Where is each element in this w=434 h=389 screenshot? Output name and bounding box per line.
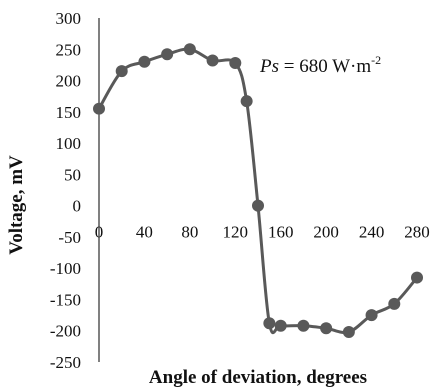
x-tick-label: 160 xyxy=(268,223,294,242)
annotation-text: = 680 W·m xyxy=(279,56,371,77)
data-point xyxy=(388,297,401,310)
y-tick-label: 300 xyxy=(56,9,82,28)
data-point xyxy=(115,65,128,78)
data-point xyxy=(206,54,219,67)
data-point xyxy=(252,199,264,212)
series-line xyxy=(97,47,419,335)
x-tick-label: 280 xyxy=(404,223,430,242)
x-tick-label: 120 xyxy=(223,223,249,242)
data-point xyxy=(297,319,310,332)
y-tick-label: 100 xyxy=(56,134,82,153)
data-point xyxy=(229,57,242,70)
data-point xyxy=(240,95,253,108)
y-tick-label: -200 xyxy=(50,322,81,341)
data-point xyxy=(411,271,423,284)
data-point xyxy=(263,317,276,330)
y-tick-label: 250 xyxy=(56,40,82,59)
y-tick-label: -100 xyxy=(50,259,81,278)
y-tick-label: 50 xyxy=(64,165,81,184)
data-point xyxy=(93,102,105,115)
x-tick-label: 40 xyxy=(136,223,153,242)
annotation: Ps = 680 W·m-2 xyxy=(259,53,381,77)
data-point xyxy=(138,55,151,68)
y-tick-label: -150 xyxy=(50,290,81,309)
y-tick-label: 0 xyxy=(73,197,82,216)
data-point xyxy=(365,309,378,322)
data-point xyxy=(161,48,174,61)
data-series xyxy=(93,43,423,338)
data-point xyxy=(274,319,287,332)
data-point xyxy=(183,43,196,56)
x-tick-label: 200 xyxy=(313,223,339,242)
y-tick-label: -50 xyxy=(58,228,81,247)
x-tick-label: 0 xyxy=(95,223,104,242)
y-tick-label: 150 xyxy=(56,103,82,122)
x-tick-label: 80 xyxy=(181,223,198,242)
annotation-superscript: -2 xyxy=(371,53,381,67)
x-tick-label: 240 xyxy=(359,223,385,242)
annotation-symbol: Ps xyxy=(259,56,279,77)
data-point xyxy=(342,325,355,338)
x-tick-labels: 0 40 80 120 160 200 240 280 xyxy=(95,223,430,242)
y-tick-label: 200 xyxy=(56,72,82,91)
y-tick-label: -250 xyxy=(50,353,81,372)
y-tick-labels: 300 250 200 150 100 50 0 -50 -100 -150 -200 -250 xyxy=(50,9,81,372)
data-point xyxy=(320,322,333,335)
y-axis-title: Voltage, mV xyxy=(6,155,27,255)
x-axis-title: Angle of deviation, degrees xyxy=(149,367,367,388)
